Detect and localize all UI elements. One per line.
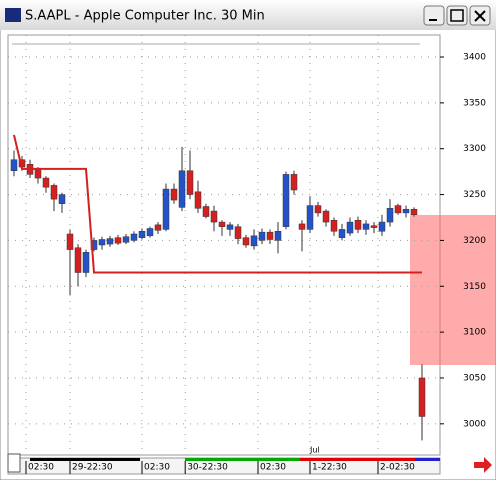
candle-body bbox=[74, 247, 82, 273]
candle-body bbox=[114, 237, 122, 244]
candle-body bbox=[418, 377, 426, 417]
scroll-arrow[interactable] bbox=[474, 457, 492, 473]
x-tick-label: 29-22:30 bbox=[72, 463, 113, 473]
x-tick-label: 02:30 bbox=[144, 463, 170, 473]
candle-body bbox=[218, 221, 226, 227]
maximize-button[interactable] bbox=[446, 5, 468, 26]
candle-body bbox=[282, 174, 290, 227]
title-bar bbox=[0, 0, 496, 30]
y-tick-label: 3100 bbox=[463, 328, 486, 338]
candle-body bbox=[162, 188, 170, 230]
x-tick-label: 2-02:30 bbox=[380, 463, 415, 473]
candle-body bbox=[346, 221, 354, 234]
candle-body bbox=[266, 231, 274, 240]
annotation: Jul bbox=[309, 446, 320, 455]
candle-body bbox=[122, 236, 130, 243]
y-tick-label: 3350 bbox=[463, 98, 486, 108]
candle-body bbox=[210, 210, 218, 223]
candle-body bbox=[146, 228, 154, 237]
x-tick-label: 1-22:30 bbox=[312, 463, 347, 473]
overlay-line bbox=[13, 134, 422, 274]
candle-body bbox=[386, 208, 394, 223]
candle-body bbox=[290, 174, 298, 191]
x-tick-label: 02:30 bbox=[260, 463, 286, 473]
candle-body bbox=[106, 238, 114, 245]
app-icon bbox=[5, 8, 21, 22]
candle-body bbox=[410, 208, 418, 215]
y-tick-label: 3050 bbox=[463, 373, 486, 383]
candle-body bbox=[194, 191, 202, 209]
candle-body bbox=[186, 170, 194, 195]
plot-area bbox=[7, 34, 441, 456]
window-buttons[interactable] bbox=[423, 5, 491, 26]
y-tick-label: 3000 bbox=[463, 419, 486, 429]
candle-body bbox=[66, 233, 74, 250]
y-tick-label: 3250 bbox=[463, 190, 486, 200]
candle-body bbox=[58, 194, 66, 204]
y-tick-label: 3400 bbox=[463, 53, 486, 63]
candle-body bbox=[402, 208, 410, 214]
candle-body bbox=[394, 205, 402, 214]
y-tick-label: 3200 bbox=[463, 236, 486, 246]
candle-body bbox=[274, 230, 282, 241]
candle-body bbox=[42, 177, 50, 188]
window-title: S.AAPL - Apple Computer Inc. 30 Min bbox=[25, 9, 265, 24]
candle-body bbox=[378, 221, 386, 232]
y-tick-label: 3300 bbox=[463, 144, 486, 154]
candle-body bbox=[154, 224, 162, 231]
session-bar bbox=[415, 458, 440, 461]
scroll-box[interactable] bbox=[7, 453, 21, 473]
candle-body bbox=[306, 205, 314, 230]
candle-body bbox=[298, 223, 306, 230]
candle-body bbox=[138, 230, 146, 238]
candle-body bbox=[330, 219, 338, 232]
candle-body bbox=[322, 210, 330, 223]
candle-body bbox=[354, 219, 362, 230]
candle-body bbox=[50, 185, 58, 200]
candle-body bbox=[170, 188, 178, 201]
candle-body bbox=[234, 226, 242, 239]
session-bar bbox=[30, 458, 140, 461]
candle-body bbox=[130, 233, 138, 241]
candle-body bbox=[98, 239, 106, 246]
candle-body bbox=[34, 169, 42, 179]
candle-body bbox=[226, 224, 234, 230]
x-tick-label: 02:30 bbox=[28, 463, 54, 473]
plot: 3000 3050 3100 3150 3200 3250 3300 3350 3400 02:3… bbox=[8, 35, 486, 474]
candle-body bbox=[338, 229, 346, 238]
candle-body bbox=[10, 159, 18, 171]
candle-body bbox=[202, 206, 210, 217]
candle-body bbox=[242, 237, 250, 246]
candle-body bbox=[314, 205, 322, 214]
session-bar bbox=[185, 458, 300, 461]
candle-body bbox=[250, 235, 258, 247]
y-tick-label: 3150 bbox=[463, 282, 486, 292]
highlight-zone bbox=[410, 215, 496, 365]
candle-body bbox=[362, 223, 370, 230]
candle-body bbox=[82, 252, 90, 273]
candle-body bbox=[370, 225, 378, 228]
candle-body bbox=[178, 170, 186, 208]
session-bar bbox=[300, 458, 415, 461]
x-tick-label: 30-22:30 bbox=[187, 463, 228, 473]
candle-body bbox=[258, 231, 266, 241]
minimize-button[interactable] bbox=[423, 5, 445, 26]
